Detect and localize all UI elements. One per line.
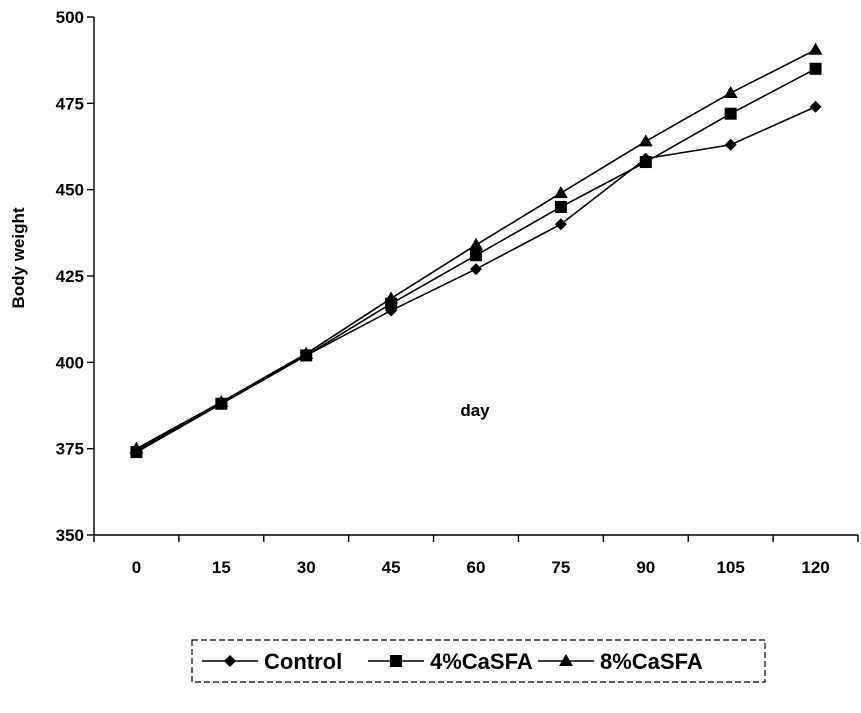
y-tick-label: 400 [56, 353, 84, 372]
data-point-8-casfa [299, 346, 314, 359]
data-point-8-casfa [638, 134, 653, 147]
data-point-control [470, 263, 482, 276]
x-tick-label: 75 [551, 558, 570, 577]
data-point-4-casfa [809, 62, 822, 75]
legend-label-control: Control [264, 649, 342, 674]
x-tick-label: 15 [212, 558, 231, 577]
data-point-4-casfa [470, 249, 482, 262]
legend-marker-4-casfa [390, 655, 402, 667]
legend-marker-8-casfa [559, 654, 573, 666]
series-layer [129, 42, 823, 459]
data-point-4-casfa [639, 156, 652, 169]
legend-label-4-casfa: 4%CaSFA [430, 649, 533, 674]
x-tick-label: 60 [467, 558, 486, 577]
legend-item-4-casfa: 4%CaSFA [368, 649, 533, 674]
x-tick-label: 105 [716, 558, 744, 577]
data-point-4-casfa [554, 200, 567, 213]
data-point-control [809, 100, 822, 113]
series-4-casfa [130, 62, 822, 459]
data-point-8-casfa [129, 441, 144, 454]
legend-label-8-casfa: 8%CaSFA [600, 649, 703, 674]
legend-box [191, 639, 766, 683]
x-axis-title: day [460, 401, 490, 420]
x-tick-label: 120 [801, 558, 829, 577]
x-tick-label: 30 [297, 558, 316, 577]
legend-item-8-casfa: 8%CaSFA [538, 649, 703, 674]
y-tick-label: 425 [56, 267, 84, 286]
data-point-8-casfa [384, 291, 399, 304]
legend-item-control: Control [202, 649, 342, 674]
y-tick-label: 500 [56, 8, 84, 27]
data-point-control [554, 218, 567, 231]
axes [93, 17, 858, 536]
series-8-casfa [129, 42, 823, 454]
data-point-control [724, 138, 737, 151]
y-tick-label: 475 [56, 94, 84, 113]
series-line-control [136, 106, 816, 452]
data-point-4-casfa [724, 107, 737, 120]
y-tick-label: 375 [56, 440, 84, 459]
x-tick-label: 90 [636, 558, 655, 577]
x-axis-ticks: 0 15 30 45 60 75 90 105 120 [93, 535, 859, 577]
data-point-8-casfa [808, 42, 823, 55]
data-point-8-casfa [553, 186, 568, 199]
legend: Control 4%CaSFA 8%CaSFA [191, 639, 766, 683]
y-tick-label: 450 [56, 181, 84, 200]
x-tick-label: 0 [132, 558, 141, 577]
data-point-8-casfa [214, 395, 229, 408]
y-tick-label: 350 [56, 526, 84, 545]
y-axis-title: Body weight [9, 207, 28, 308]
data-point-8-casfa [723, 85, 738, 98]
data-point-8-casfa [469, 237, 483, 250]
y-axis-ticks: 350 375 400 425 450 475 500 [56, 8, 94, 545]
legend-marker-control [224, 655, 236, 667]
x-tick-label: 45 [382, 558, 401, 577]
